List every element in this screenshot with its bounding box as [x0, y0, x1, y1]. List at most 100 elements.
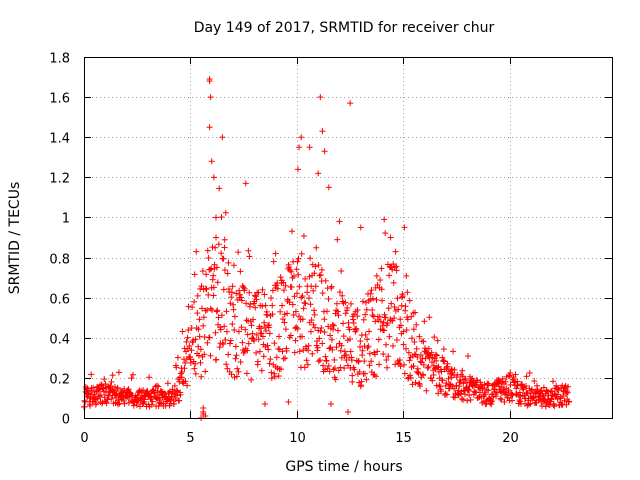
data-point	[184, 334, 191, 341]
data-point	[237, 358, 244, 365]
data-point	[376, 361, 383, 368]
data-point	[299, 333, 306, 340]
data-point	[115, 369, 122, 376]
data-point	[347, 336, 354, 343]
data-point	[269, 302, 276, 309]
data-point	[531, 378, 538, 385]
data-point	[262, 302, 269, 309]
data-point	[206, 334, 213, 341]
data-point	[209, 276, 216, 283]
data-point	[327, 400, 334, 407]
data-point	[201, 351, 208, 358]
data-point	[108, 378, 115, 385]
data-point	[181, 365, 188, 372]
data-point	[455, 391, 462, 398]
data-point	[345, 408, 351, 415]
data-point	[404, 289, 411, 296]
data-point	[357, 338, 364, 345]
data-point	[365, 343, 372, 350]
data-point	[237, 268, 244, 275]
data-point	[235, 328, 242, 335]
data-point	[317, 271, 324, 278]
data-point	[277, 274, 284, 281]
data-point	[301, 299, 308, 306]
data-point	[179, 328, 186, 335]
data-point	[469, 375, 476, 382]
data-point	[174, 392, 181, 399]
data-point	[195, 326, 202, 333]
data-point	[268, 375, 275, 382]
data-point	[319, 340, 326, 347]
data-point	[396, 356, 403, 363]
data-point	[417, 383, 424, 390]
data-point	[423, 387, 430, 394]
data-point	[93, 400, 100, 407]
data-point	[388, 300, 395, 307]
data-point	[258, 325, 265, 332]
data-point	[415, 380, 422, 387]
data-point	[222, 209, 229, 216]
data-point	[359, 298, 366, 305]
data-point	[310, 321, 317, 328]
data-point	[349, 378, 356, 385]
data-point	[218, 214, 225, 221]
data-point	[373, 373, 380, 380]
data-point	[171, 391, 178, 398]
data-point	[225, 351, 232, 358]
data-point	[460, 380, 467, 387]
data-point	[382, 314, 389, 321]
data-point	[264, 311, 271, 318]
y-tick-label: 0	[62, 413, 70, 428]
data-point	[219, 134, 226, 141]
data-point	[554, 391, 561, 398]
data-point	[182, 359, 189, 366]
data-point	[386, 333, 393, 340]
data-point	[277, 366, 284, 373]
data-point	[256, 348, 263, 355]
data-point	[200, 410, 207, 417]
data-point	[277, 308, 284, 315]
data-point	[417, 352, 424, 359]
data-point	[133, 401, 140, 408]
data-point	[405, 349, 412, 356]
data-point	[386, 272, 393, 279]
data-point	[271, 370, 278, 377]
data-point	[291, 349, 298, 356]
data-point	[445, 375, 452, 382]
data-point	[358, 378, 365, 385]
data-point	[377, 318, 384, 325]
data-point	[267, 356, 274, 363]
data-point	[276, 333, 283, 340]
data-point	[304, 361, 311, 368]
data-point	[360, 316, 367, 323]
data-points	[81, 76, 573, 421]
data-point	[327, 332, 334, 339]
data-point	[353, 325, 360, 332]
data-point	[193, 248, 200, 255]
data-point	[397, 322, 404, 329]
data-point	[299, 316, 306, 323]
data-point	[205, 291, 212, 298]
data-point	[305, 342, 312, 349]
data-point	[375, 336, 382, 343]
data-point	[293, 266, 300, 273]
data-point	[184, 345, 191, 352]
data-point	[284, 310, 291, 317]
data-point	[450, 348, 457, 355]
data-point	[309, 350, 316, 357]
data-point	[307, 301, 314, 308]
data-point	[372, 318, 379, 325]
data-point	[296, 283, 303, 290]
data-point	[213, 214, 219, 221]
data-point	[222, 336, 229, 343]
data-point	[374, 348, 381, 355]
data-point	[430, 371, 437, 378]
data-point	[383, 341, 390, 348]
data-point	[429, 377, 436, 384]
data-point	[140, 387, 147, 394]
data-point	[368, 358, 375, 365]
data-point	[221, 267, 228, 274]
data-point	[319, 128, 326, 135]
data-point	[295, 271, 302, 278]
data-point	[97, 392, 104, 399]
